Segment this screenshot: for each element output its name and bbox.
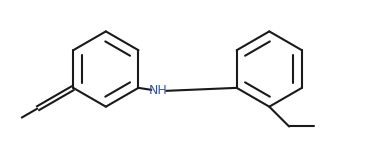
Text: NH: NH — [149, 84, 168, 97]
